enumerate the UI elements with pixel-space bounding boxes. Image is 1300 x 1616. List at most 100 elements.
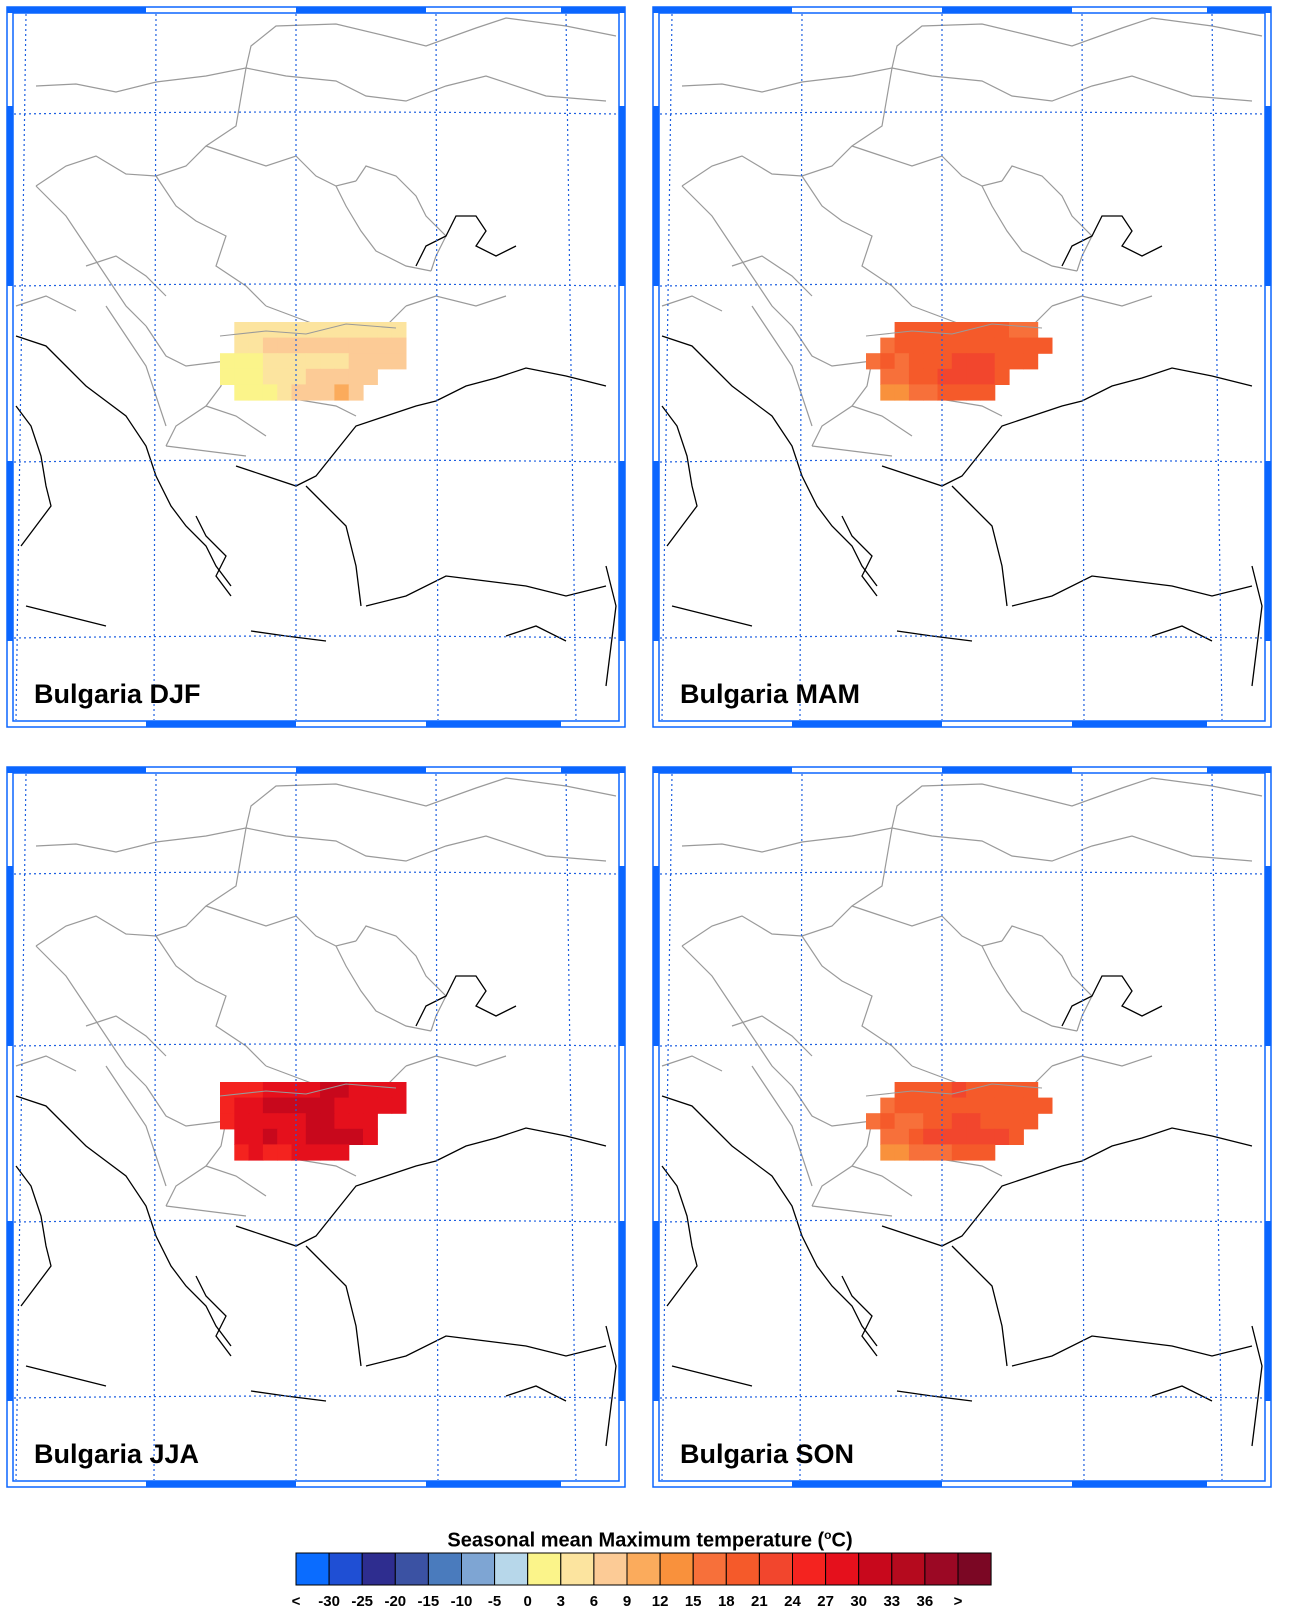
grid-cell <box>908 337 924 354</box>
grid-cell <box>234 1144 250 1161</box>
grid-cell <box>363 322 378 339</box>
grid-cell <box>908 1113 924 1130</box>
grid-cell <box>951 1082 967 1099</box>
grid-cell <box>951 322 967 339</box>
grid-cell <box>880 337 896 354</box>
grid-cell <box>894 1097 910 1114</box>
grid-cell <box>277 384 293 401</box>
grid-cell <box>320 353 335 370</box>
colorbar-tick-label: -10 <box>451 1593 473 1610</box>
colorbar-swatch <box>758 1552 794 1586</box>
colorbar-tick-label: 36 <box>917 1593 934 1610</box>
grid-cell <box>305 384 321 401</box>
grid-cell <box>305 322 321 339</box>
grid-cell <box>277 322 293 339</box>
grid-cell <box>923 1144 939 1161</box>
grid-cell <box>1023 337 1039 354</box>
grid-cell <box>994 1128 1010 1145</box>
grid-cell <box>908 1128 924 1145</box>
grid-cell <box>894 1144 910 1161</box>
grid-cell <box>277 1113 293 1130</box>
colorbar-tick-label: 15 <box>685 1593 702 1610</box>
colorbar-tick-label: -15 <box>418 1593 440 1610</box>
grid-cell <box>248 1082 264 1099</box>
colorbar-swatch <box>560 1552 595 1586</box>
grid-cell <box>923 1097 939 1114</box>
grid-cell <box>234 322 250 339</box>
grid-cell <box>305 1113 321 1130</box>
colorbar-swatch <box>328 1552 363 1586</box>
grid-cell <box>305 353 321 370</box>
grid-cell <box>994 322 1010 339</box>
colorbar-tick-label: 12 <box>652 1593 669 1610</box>
grid-cell <box>248 1097 264 1114</box>
grid-cell <box>248 322 264 339</box>
grid-cell <box>305 1082 321 1099</box>
grid-cell <box>923 368 939 385</box>
grid-cell <box>894 322 910 339</box>
grid-cell <box>980 384 996 401</box>
grid-cell <box>320 322 335 339</box>
grid-cell <box>966 1144 981 1161</box>
grid-cell <box>220 368 235 385</box>
grid-cell <box>1009 337 1024 354</box>
colorbar-legend: < -30 -25 -20 -15 -10 -5 0 3 6 9 12 15 18 21 24 27 30 33 36… <box>292 1552 992 1610</box>
grid-cell <box>262 1128 278 1145</box>
colorbar-tick-label: 30 <box>850 1593 867 1610</box>
grid-cell <box>966 322 981 339</box>
grid-cell <box>951 368 967 385</box>
panel-label: Bulgaria DJF <box>34 679 201 709</box>
colorbar-swatch <box>924 1552 959 1586</box>
colorbar-tick-label: -25 <box>351 1593 373 1610</box>
grid-cell <box>966 353 981 370</box>
grid-cell <box>980 337 996 354</box>
grid-cell <box>866 353 881 370</box>
grid-cell <box>894 384 910 401</box>
grid-cell <box>248 1144 264 1161</box>
grid-cell <box>1037 337 1053 354</box>
grid-cell <box>937 353 953 370</box>
grid-cell <box>894 1113 910 1130</box>
colorbar-tick-label: 6 <box>590 1593 598 1610</box>
grid-cell <box>348 1128 364 1145</box>
grid-cell <box>220 1113 235 1130</box>
map-mam: Bulgaria MAM <box>652 6 1272 728</box>
grid-cell <box>994 368 1010 385</box>
grid-cell <box>994 1113 1010 1130</box>
grid-cell <box>937 384 953 401</box>
grid-cell <box>377 337 393 354</box>
grid-cell <box>291 1128 307 1145</box>
grid-cell <box>277 1082 293 1099</box>
grid-cell <box>880 1144 896 1161</box>
grid-cell <box>1009 1128 1024 1145</box>
grid-cell <box>363 1082 378 1099</box>
grid-cell <box>348 384 364 401</box>
colorbar-swatch <box>361 1552 396 1586</box>
grid-cell <box>937 1144 953 1161</box>
grid-cell <box>363 368 378 385</box>
grid-cell <box>980 1097 996 1114</box>
grid-cell <box>1009 1082 1024 1099</box>
grid-cell <box>966 1082 981 1099</box>
grid-cell <box>923 337 939 354</box>
grid-cell <box>305 1097 321 1114</box>
grid-cell <box>937 1097 953 1114</box>
map-djf: Bulgaria DJF <box>6 6 626 728</box>
grid-cell <box>880 1097 896 1114</box>
grid-cell <box>966 1097 981 1114</box>
grid-cell <box>966 1113 981 1130</box>
grid-cell <box>894 1128 910 1145</box>
grid-cell <box>262 322 278 339</box>
map-panel-djf: Bulgaria DJF <box>6 6 626 728</box>
colorbar-swatch <box>957 1552 992 1586</box>
colorbar-tick-label: < <box>292 1593 301 1610</box>
colorbar-swatch <box>692 1552 727 1586</box>
grid-cell <box>334 1128 350 1145</box>
map-panel-mam: Bulgaria MAM <box>652 6 1272 728</box>
grid-cell <box>305 1128 321 1145</box>
map-panel-jja: Bulgaria JJA <box>6 766 626 1488</box>
grid-cell <box>894 353 910 370</box>
colorbar-swatch <box>858 1552 893 1586</box>
grid-cell <box>234 1082 250 1099</box>
grid-cell <box>305 337 321 354</box>
